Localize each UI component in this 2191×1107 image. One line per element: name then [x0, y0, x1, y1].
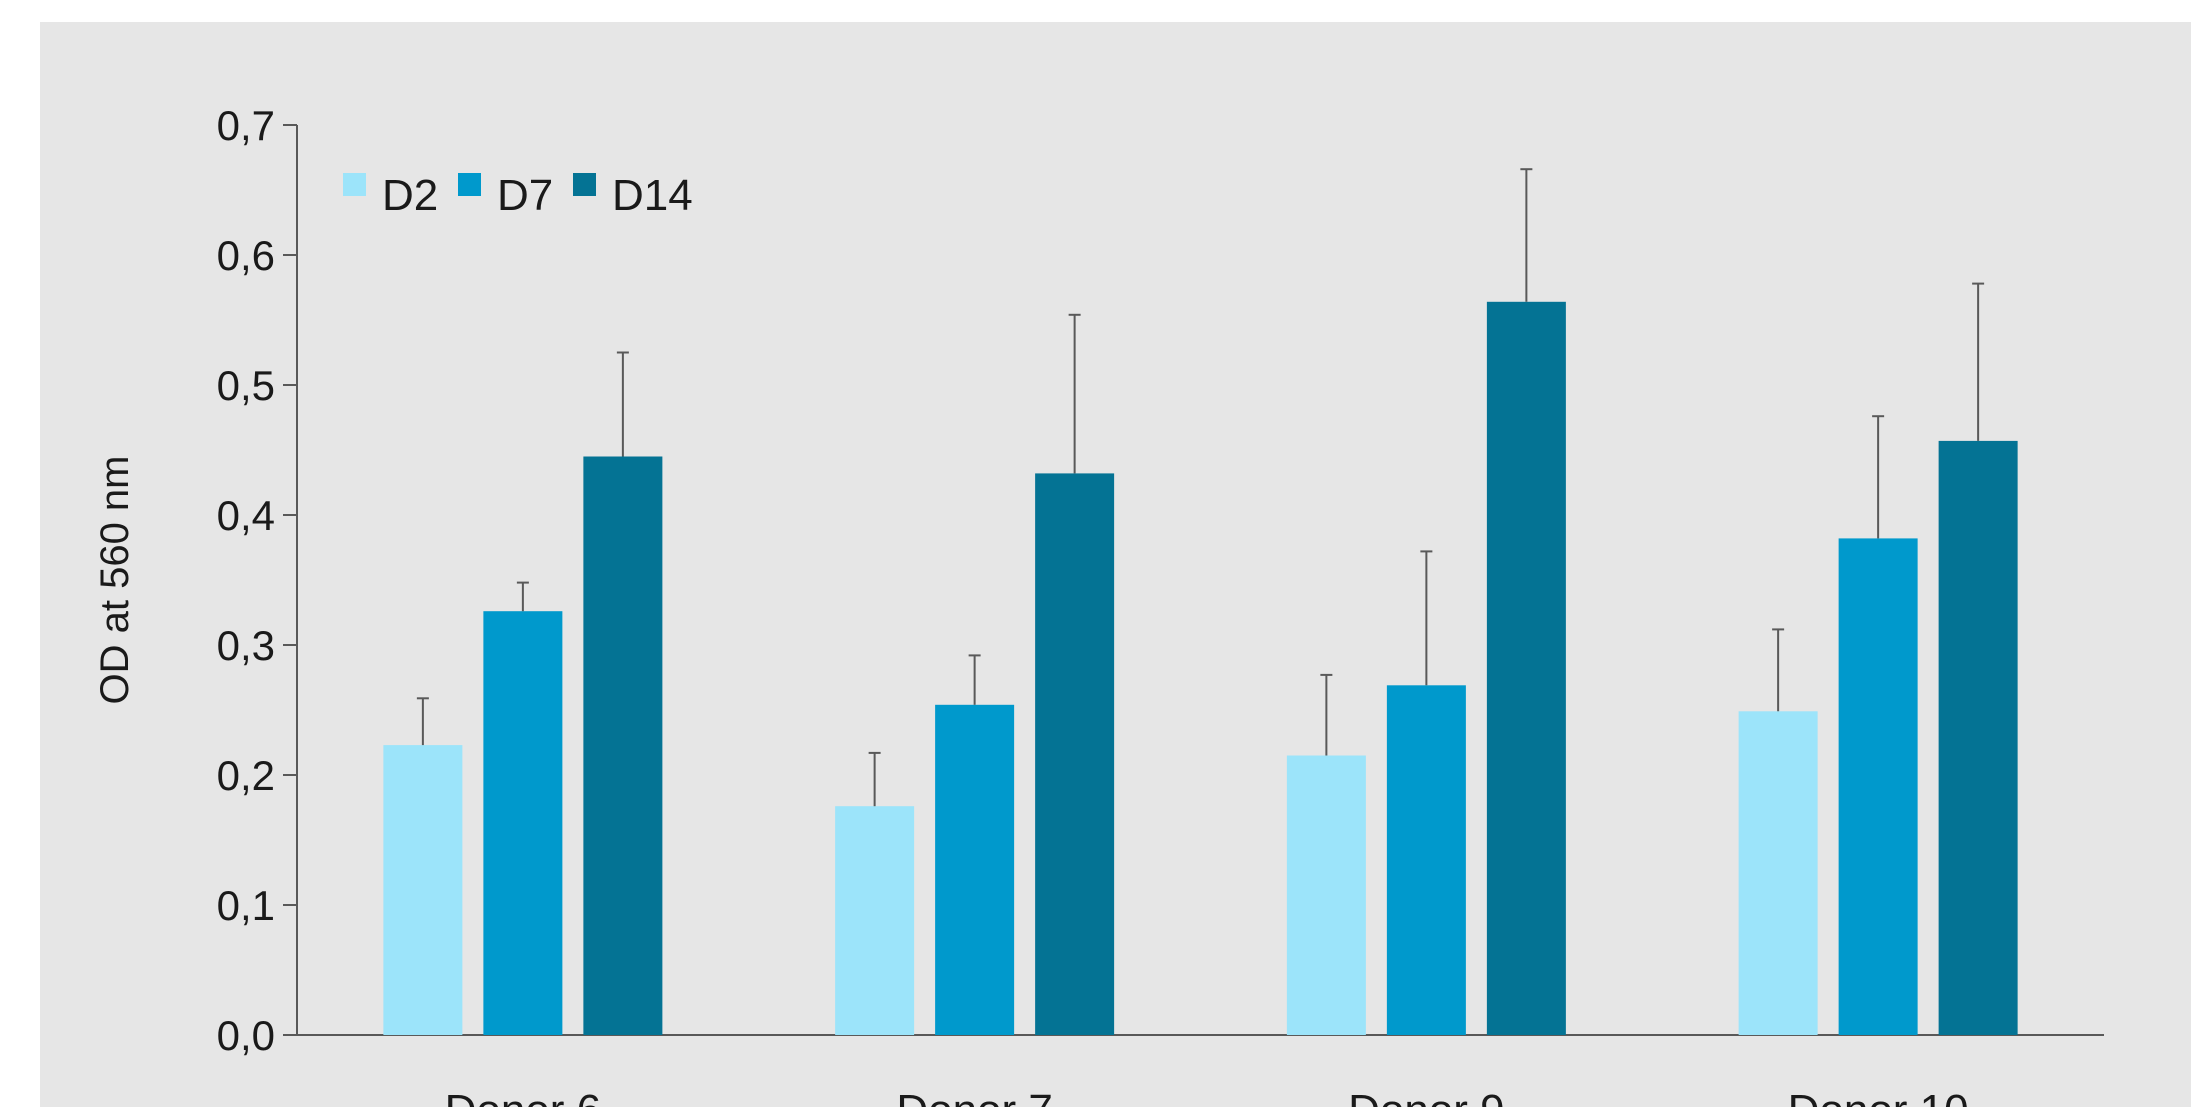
y-tick-label: 0,6 — [217, 232, 275, 279]
legend: D2 D7 D14 — [343, 171, 693, 220]
bar-d2-donor-10 — [1738, 711, 1818, 1035]
x-tick-label: Donor 6 — [445, 1086, 602, 1107]
legend-label-d7: D7 — [497, 171, 553, 220]
bar-d14-donor-9 — [1486, 301, 1566, 1035]
legend-swatch-d2 — [343, 173, 366, 196]
y-tick-label: 0,1 — [217, 882, 275, 929]
y-tick-label: 0,5 — [217, 362, 275, 409]
bar-d14-donor-7 — [1035, 473, 1115, 1035]
x-tick-label: Donor 7 — [896, 1086, 1053, 1107]
bars — [383, 301, 2018, 1035]
y-tick-label: 0,4 — [217, 492, 275, 539]
y-tick-label: 0,3 — [217, 622, 275, 669]
x-tick-label: Donor 9 — [1348, 1086, 1505, 1107]
x-axis-labels: Donor 6 Donor 7 Donor 9 Donor 10 — [445, 1086, 1969, 1107]
bar-d7-donor-10 — [1838, 538, 1918, 1035]
bar-d2-donor-9 — [1286, 755, 1366, 1035]
bar-d2-donor-7 — [835, 806, 915, 1035]
y-axis-ticks: 0,0 0,1 0,2 0,3 0,4 0,5 0,6 0,7 — [217, 102, 297, 1059]
y-tick-label: 0,0 — [217, 1012, 275, 1059]
y-tick-label: 0,2 — [217, 752, 275, 799]
legend-label-d14: D14 — [612, 171, 693, 220]
bar-d7-donor-7 — [935, 704, 1015, 1035]
bar-d14-donor-6 — [583, 456, 663, 1035]
bar-d14-donor-10 — [1938, 440, 2018, 1035]
x-tick-label: Donor 10 — [1788, 1086, 1969, 1107]
legend-label-d2: D2 — [382, 171, 438, 220]
y-tick-label: 0,7 — [217, 102, 275, 149]
bar-d2-donor-6 — [383, 745, 463, 1035]
y-axis-label: OD at 560 nm — [93, 455, 137, 704]
legend-swatch-d14 — [573, 173, 596, 196]
bar-d7-donor-9 — [1386, 685, 1466, 1035]
legend-swatch-d7 — [458, 173, 481, 196]
error-bars — [416, 168, 1985, 807]
bar-d7-donor-6 — [483, 611, 563, 1035]
